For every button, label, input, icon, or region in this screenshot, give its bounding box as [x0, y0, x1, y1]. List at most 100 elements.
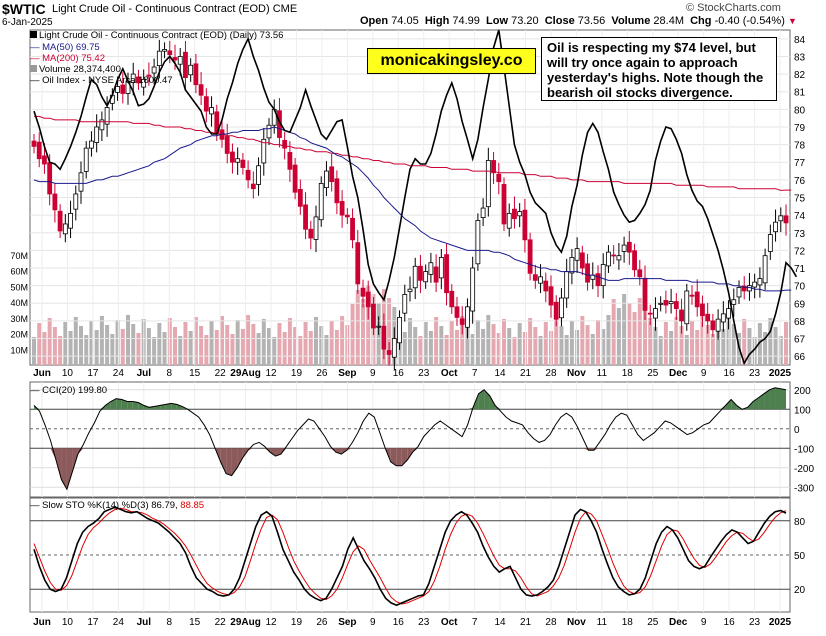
candle-body — [318, 182, 324, 221]
candle-body — [292, 164, 298, 193]
volume-bar — [622, 294, 627, 365]
volume-bar — [324, 335, 329, 365]
volume-bar — [366, 285, 371, 365]
cci-negative-fill — [231, 448, 238, 476]
x-tick-label: 18 — [622, 368, 634, 379]
volume-bar — [199, 326, 204, 365]
candle-body — [52, 193, 58, 211]
price-tick-label: 68 — [794, 317, 806, 328]
volume-bar — [293, 327, 298, 365]
cci-tick-label: 200 — [794, 386, 811, 397]
volume-bar — [152, 337, 157, 365]
volume-bar — [47, 318, 52, 365]
volume-bar — [240, 329, 245, 365]
candle-body — [543, 280, 549, 292]
cci-tick-label: 0 — [794, 425, 800, 436]
x-tick-label-bottom: 21 — [520, 617, 532, 628]
cci-negative-fill — [281, 448, 287, 455]
volume-bar — [643, 307, 647, 365]
candle-body — [433, 266, 439, 283]
cci-negative-fill — [55, 448, 62, 480]
candle-body — [726, 308, 731, 319]
volume-bar — [731, 324, 736, 365]
legend-price: Light Crude Oil - Continuous Contract (E… — [30, 30, 283, 41]
volume-bar — [272, 337, 277, 365]
candle-body — [689, 294, 695, 297]
x-tick-label-bottom: Oct — [441, 617, 458, 628]
volume-bar — [684, 335, 689, 365]
candle-body — [741, 285, 747, 292]
volume-tick-label: 70M — [10, 251, 28, 261]
volume-bar — [84, 335, 89, 365]
volume-bar — [32, 337, 36, 365]
candle-body — [89, 140, 94, 149]
x-tick-label-bottom: Sep — [338, 617, 356, 628]
x-tick-label: 23 — [749, 368, 761, 379]
candle-body — [172, 57, 178, 61]
volume-bar — [183, 322, 188, 365]
cci-positive-fill — [105, 401, 111, 410]
volume-bar — [726, 315, 731, 365]
x-tick-label: 10 — [62, 368, 74, 379]
volume-bar — [679, 326, 684, 365]
legend-sto-d-text: 88.85 — [180, 500, 205, 511]
volume-bar — [37, 323, 42, 365]
candle-body — [778, 215, 784, 222]
volume-bar — [115, 320, 120, 365]
x-tick-label: 15 — [189, 368, 201, 379]
x-tick-label-bottom: Dec — [669, 617, 688, 628]
x-tick-label: Sep — [338, 368, 356, 379]
candle-body — [579, 252, 585, 269]
cci-positive-fill — [116, 398, 122, 410]
description-text: Light Crude Oil - Continuous Contract (E… — [52, 3, 270, 15]
cci-positive-fill — [764, 389, 770, 410]
candle-body — [496, 173, 502, 183]
volume-bar — [481, 329, 486, 365]
price-tick-label: 81 — [794, 88, 806, 99]
volume-tick-label: 10M — [10, 345, 28, 355]
volume-tick-label: 30M — [10, 314, 28, 324]
x-tick-label-bottom: 29Aug — [230, 617, 261, 628]
candle-body — [344, 214, 350, 218]
volume-label: Volume — [611, 15, 651, 27]
volume-bar — [538, 336, 543, 365]
x-tick-label: 21 — [520, 368, 532, 379]
x-tick-label: 16 — [393, 368, 405, 379]
candle-body — [297, 188, 303, 207]
candle-body — [532, 274, 538, 281]
volume-bar — [235, 320, 240, 365]
volume-bar — [580, 316, 585, 365]
candle-body — [334, 178, 340, 204]
volume-bar — [721, 329, 726, 365]
candle-body — [626, 241, 632, 253]
candle-body — [710, 320, 716, 331]
volume-bar — [314, 317, 318, 365]
x-tick-label: Jun — [33, 368, 51, 379]
price-tick-label: 73 — [794, 229, 806, 240]
x-tick-label-bottom: 2025 — [769, 617, 792, 628]
legend-ma50-text: MA(50) 69.75 — [42, 42, 100, 53]
volume-bar — [251, 324, 256, 365]
volume-bar — [126, 315, 130, 365]
candle-body — [642, 277, 648, 311]
volume-bar — [209, 321, 214, 365]
cci-positive-fill — [731, 399, 737, 410]
volume-bar — [355, 290, 360, 365]
volume-tick-label: 20M — [10, 330, 28, 340]
candle-body — [783, 215, 789, 224]
volume-bar — [616, 308, 621, 365]
volume-bar — [287, 318, 292, 365]
price-tick-label: 71 — [794, 264, 806, 275]
candle-body — [668, 301, 674, 305]
x-tick-label: 14 — [495, 368, 507, 379]
volume-bar — [303, 322, 308, 365]
symbol-description: Light Crude Oil - Continuous Contract (E… — [52, 3, 297, 15]
candle-body — [162, 48, 167, 52]
volume-bar — [89, 321, 94, 365]
candle-body — [386, 350, 392, 355]
candle-body — [653, 308, 658, 319]
volume-bar — [105, 325, 110, 365]
candle-body — [423, 271, 429, 283]
x-tick-label-bottom: 10 — [62, 617, 74, 628]
volume-bar — [601, 329, 606, 365]
